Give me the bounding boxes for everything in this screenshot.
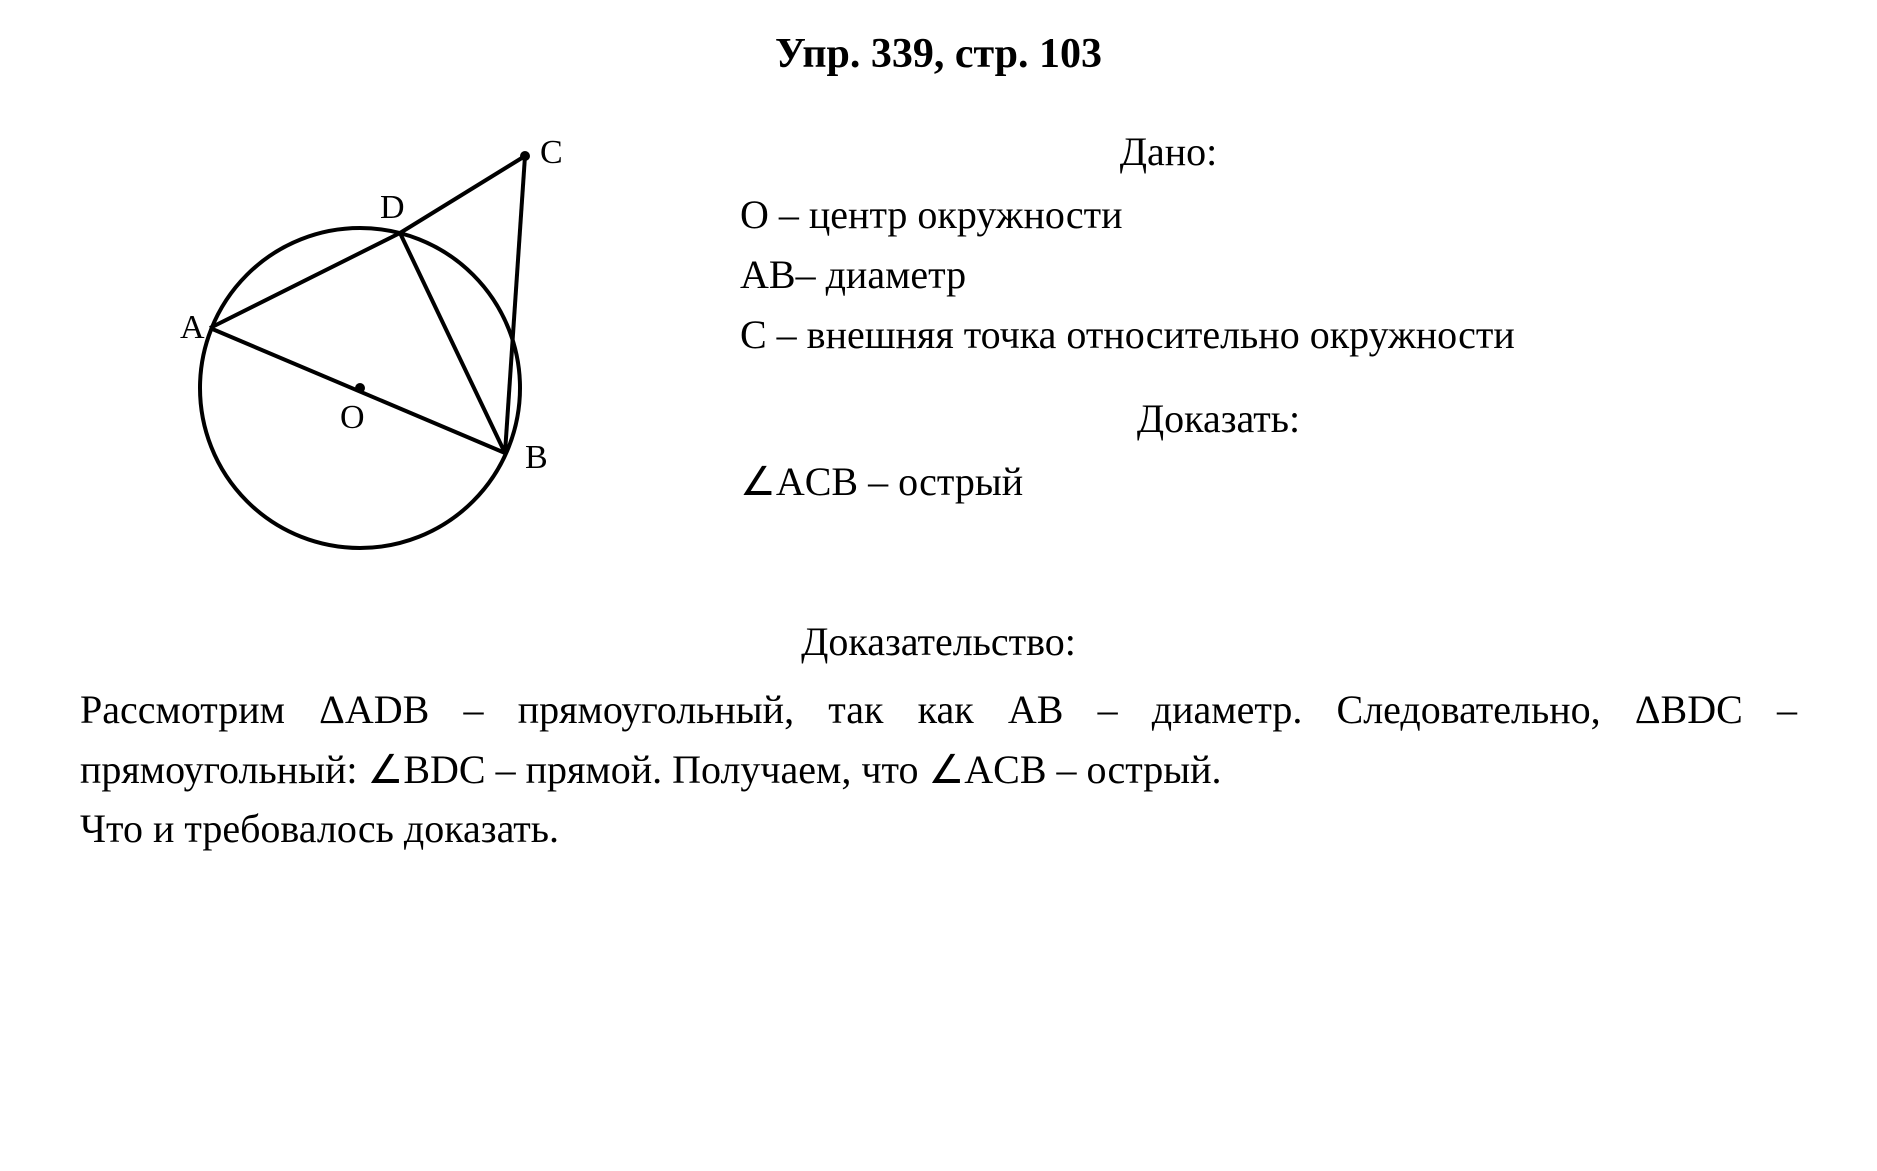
proof-section: Доказательство: Рассмотрим ΔADB – прямоу…	[80, 618, 1797, 852]
given-line-2: AB– диаметр	[740, 245, 1797, 305]
given-section: Дано: О – центр окружности AB– диаметр C…	[740, 108, 1797, 512]
content-top: O A B C D Дано: О – центр окружности AB–…	[80, 108, 1797, 568]
geometry-figure: O A B C D	[130, 108, 590, 568]
prove-statement: ∠ACB – острый	[740, 452, 1797, 512]
label-C: C	[540, 134, 563, 171]
proof-qed: Что и требовалось доказать.	[80, 805, 1797, 852]
line-DB	[400, 233, 505, 453]
label-B: B	[525, 439, 548, 476]
line-AD	[210, 233, 400, 328]
label-O: O	[340, 399, 365, 436]
header-title: Упр. 339, стр. 103	[775, 31, 1102, 77]
line-CB	[505, 156, 525, 453]
given-line-3: C – внешняя точка относительно окружност…	[740, 305, 1797, 365]
figure-svg: O A B C D	[130, 108, 590, 568]
line-DC	[400, 156, 525, 233]
prove-section: Доказать: ∠ACB – острый	[740, 395, 1797, 512]
proof-label: Доказательство:	[80, 618, 1797, 665]
point-C-dot	[520, 151, 530, 161]
given-label: Дано:	[540, 128, 1797, 175]
prove-label: Доказать:	[640, 395, 1797, 442]
given-line-1: О – центр окружности	[740, 185, 1797, 245]
label-A: A	[180, 309, 205, 346]
proof-text: Рассмотрим ΔADB – прямоугольный, так как…	[80, 680, 1797, 800]
label-D: D	[380, 189, 405, 226]
page-header: Упр. 339, стр. 103	[80, 30, 1797, 78]
